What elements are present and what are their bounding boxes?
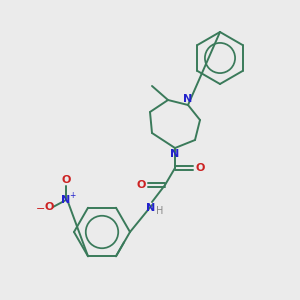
Text: O: O xyxy=(195,163,205,173)
Text: O: O xyxy=(61,175,71,185)
Text: H: H xyxy=(156,206,164,216)
Text: N: N xyxy=(170,149,180,159)
Text: −: − xyxy=(36,204,46,214)
Text: O: O xyxy=(136,180,146,190)
Text: N: N xyxy=(61,195,70,205)
Text: N: N xyxy=(146,203,156,213)
Text: O: O xyxy=(44,202,54,212)
Text: N: N xyxy=(183,94,193,104)
Text: +: + xyxy=(69,191,75,200)
